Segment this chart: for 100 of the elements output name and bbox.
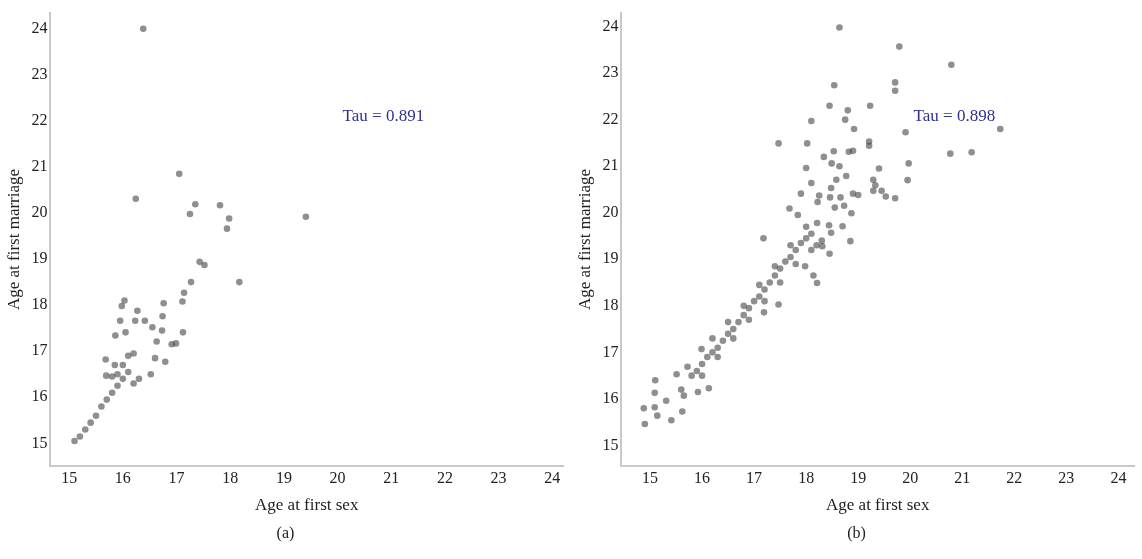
point	[130, 380, 137, 387]
x-tick-label: 16	[694, 469, 711, 487]
point	[131, 317, 139, 325]
x-tick-label: 15	[642, 469, 659, 487]
point	[114, 370, 121, 378]
y-tick-label: 15	[602, 435, 619, 453]
point	[98, 403, 105, 410]
y-tick-label: 16	[602, 389, 619, 407]
x-tick-label: 24	[1110, 469, 1127, 487]
y-tick-label: 24	[602, 16, 619, 34]
x-tick-label: 18	[222, 469, 239, 487]
point	[130, 350, 137, 357]
y-tick-label: 20	[31, 203, 48, 221]
y-tick-label: 20	[602, 202, 619, 220]
x-tick-label: 17	[168, 469, 185, 487]
x-tick-label: 23	[1058, 469, 1075, 487]
point	[124, 352, 132, 360]
x-tick-label: 17	[746, 469, 763, 487]
point	[161, 358, 169, 366]
point	[71, 437, 78, 445]
x-axis-title: Age at first sex	[255, 495, 359, 515]
point	[186, 210, 194, 218]
text: (b)	[846, 524, 867, 542]
point	[139, 25, 147, 33]
y-tick-label: 18	[31, 295, 48, 313]
x-tick-label: 23	[490, 469, 507, 487]
y-tick-label: 22	[602, 109, 619, 127]
point	[76, 433, 84, 440]
point	[225, 215, 233, 222]
point	[192, 200, 199, 208]
point	[122, 329, 129, 336]
point	[81, 426, 89, 433]
point	[175, 170, 183, 178]
text: (a)	[275, 524, 296, 542]
x-tick-label: 15	[61, 469, 78, 487]
point	[179, 298, 186, 305]
point	[223, 225, 231, 232]
point	[180, 289, 188, 297]
y-tick-label: 15	[31, 433, 48, 451]
point	[149, 323, 156, 331]
point	[302, 213, 310, 220]
x-tick-label: 16	[114, 469, 131, 487]
point	[102, 372, 110, 379]
y-axis-title: Age at first marriage	[3, 168, 23, 311]
point	[236, 278, 243, 286]
point	[158, 327, 166, 334]
annotation: Tau = 0.898	[913, 106, 996, 126]
point	[201, 261, 208, 269]
point	[147, 370, 155, 378]
point	[135, 375, 143, 383]
point	[124, 368, 132, 376]
y-tick-label: 17	[31, 341, 48, 359]
x-tick-label: 24	[544, 469, 561, 487]
point	[196, 258, 203, 266]
y-axis-title: Age at first marriage	[574, 168, 594, 311]
y-tick-label: 22	[31, 111, 48, 129]
y-tick-label: 19	[31, 249, 48, 267]
point	[116, 317, 124, 325]
point	[119, 361, 127, 369]
point	[179, 329, 187, 336]
point	[102, 356, 109, 363]
point	[112, 332, 119, 339]
x-tick-label: 21	[954, 469, 971, 487]
point	[92, 412, 100, 420]
point	[151, 354, 159, 362]
x-tick-label: 22	[1006, 469, 1023, 487]
point	[121, 297, 128, 304]
point	[168, 341, 176, 348]
x-tick-label: 21	[383, 469, 400, 487]
y-tick-label: 23	[602, 63, 619, 81]
point	[108, 389, 116, 396]
point	[103, 396, 111, 403]
point	[114, 382, 121, 390]
point	[87, 419, 94, 426]
y-tick-label: 16	[31, 387, 48, 405]
point	[160, 300, 167, 307]
x-tick-label: 19	[275, 469, 292, 487]
point	[134, 307, 141, 314]
x-tick-label: 20	[902, 469, 919, 487]
x-axis-title: Age at first sex	[826, 495, 930, 515]
y-tick-label: 17	[602, 342, 619, 360]
x-tick-label: 18	[798, 469, 815, 487]
y-tick-label: 21	[602, 156, 619, 174]
y-tick-label: 23	[31, 65, 48, 82]
y-tick-label: 19	[602, 249, 619, 267]
y-tick-label: 21	[31, 157, 48, 175]
x-tick-label: 22	[436, 469, 453, 487]
point	[111, 361, 119, 369]
y-tick-label: 18	[602, 296, 619, 314]
point	[119, 375, 127, 383]
point	[141, 317, 149, 325]
annotation: Tau = 0.891	[342, 106, 425, 126]
point	[187, 278, 195, 286]
y-tick-label: 24	[31, 18, 48, 36]
point	[132, 195, 140, 203]
point	[216, 201, 224, 209]
point	[118, 302, 126, 310]
x-tick-label: 20	[329, 469, 346, 487]
point	[153, 338, 160, 345]
point	[108, 373, 116, 380]
